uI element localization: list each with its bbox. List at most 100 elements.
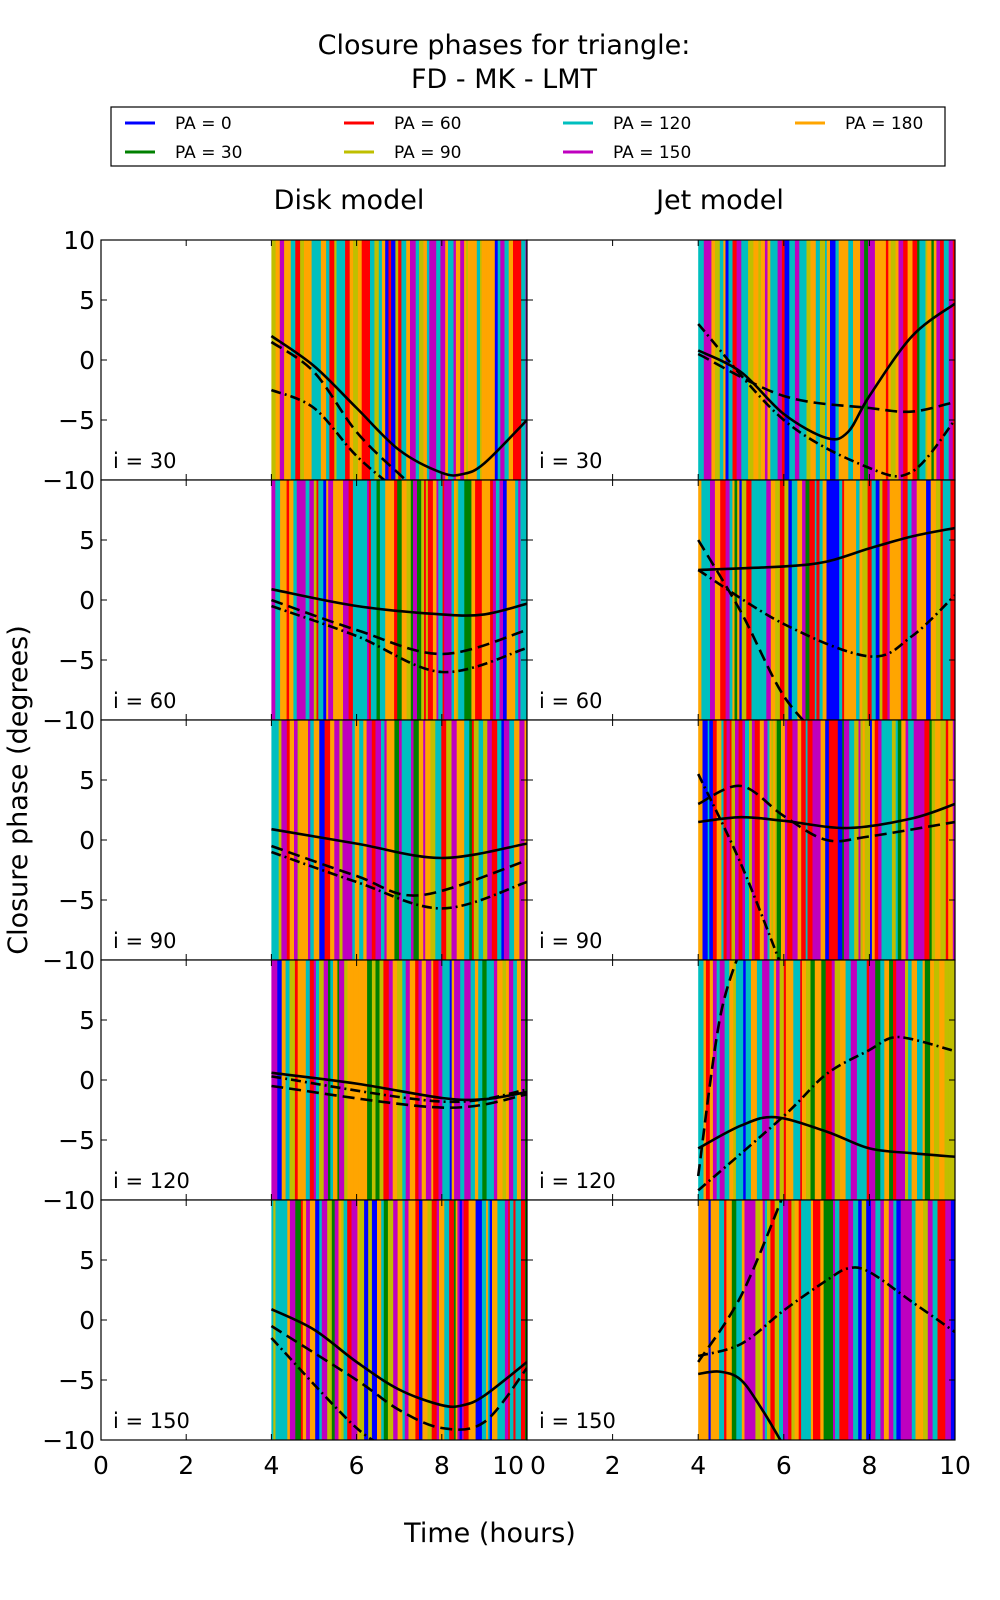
pa-trace-stripe [336,240,341,480]
pa-trace-stripe [731,1200,738,1440]
pa-trace-stripe [889,480,896,720]
pa-trace-stripe [381,720,386,960]
pa-trace-stripe [809,480,817,720]
pa-trace-stripe [309,960,312,1200]
pa-trace-stripe [401,240,408,480]
pa-trace-stripe [834,960,842,1200]
pa-trace-stripe [513,1200,516,1440]
panel-inclination-label: i = 120 [113,1169,190,1193]
pa-trace-stripe [468,240,473,480]
pa-trace-stripe [761,480,768,720]
pa-trace-stripe [755,1200,761,1440]
model-curve-dashdot [697,773,781,960]
pa-trace-stripe [931,720,936,960]
pa-trace-stripe [384,720,388,960]
pa-trace-stripe [919,480,923,720]
pa-trace-stripe [802,480,807,720]
pa-trace-stripe [491,720,499,960]
pa-trace-stripe [347,960,355,1200]
pa-trace-stripe [805,720,808,960]
x-tick-label: 10 [492,1451,524,1480]
pa-trace-stripe [306,1200,309,1440]
pa-trace-stripe [418,960,423,1200]
pa-trace-stripe [854,720,860,960]
pa-trace-stripe [745,720,750,960]
pa-trace-stripe [461,1200,465,1440]
pa-trace-stripe [845,960,853,1200]
pa-trace-stripe [281,720,289,960]
pa-trace-stripe [724,1200,728,1440]
pa-trace-stripe [698,240,702,480]
pa-trace-stripe [901,720,907,960]
pa-trace-stripe [410,480,414,720]
pa-trace-stripe [514,720,521,960]
pa-trace-stripe [473,1200,476,1440]
chart-subtitle: FD - MK - LMT [411,64,597,95]
pa-trace-stripe [392,960,399,1200]
pa-trace-stripe [767,240,771,480]
y-tick-label: −5 [58,406,95,435]
pa-trace-stripe [359,1200,366,1440]
pa-trace-stripe [436,1200,440,1440]
pa-trace-stripe [895,240,900,480]
pa-trace-stripe [425,960,433,1200]
pa-trace-stripe [426,240,430,480]
pa-trace-stripe [362,960,369,1200]
pa-trace-stripe [702,720,709,960]
pa-trace-stripe [902,480,909,720]
pa-trace-stripe [405,960,411,1200]
pa-trace-stripe [709,720,714,960]
pa-trace-stripe [427,1200,433,1440]
pa-trace-stripe [331,1200,336,1440]
pa-trace-stripe [899,960,907,1200]
model-curve-dashed [270,844,527,897]
pa-trace-stripe [418,720,425,960]
pa-trace-stripe [857,240,861,480]
column-title-disk: Disk model [274,185,425,216]
model-curve-dashdot [271,1075,527,1104]
pa-trace-stripe [784,240,791,480]
pa-trace-stripe [364,1200,370,1440]
pa-trace-stripe [841,240,845,480]
pa-trace-stripe [419,240,425,480]
pa-trace-stripe [508,240,514,480]
pa-trace-stripe [506,480,512,720]
y-tick-label: 0 [79,1066,95,1095]
pa-trace-stripe [508,960,515,1200]
y-tick-label: 5 [79,1246,95,1275]
pa-trace-stripe [828,1200,835,1440]
pa-trace-stripe [816,720,822,960]
pa-trace-stripe [495,960,498,1200]
pa-trace-stripe [882,480,889,720]
pa-trace-stripe [451,960,455,1200]
pa-trace-stripe [481,240,488,480]
pa-trace-stripe [399,720,403,960]
pa-trace-stripe [287,1200,291,1440]
pa-trace-stripe [449,1200,456,1440]
pa-trace-stripe [417,480,423,720]
pa-trace-stripe [716,960,721,1200]
model-curve-solid [698,802,955,830]
pa-trace-stripe [366,240,371,480]
pa-trace-stripe [769,720,772,960]
pa-trace-stripe [826,240,831,480]
pa-trace-stripe [940,480,944,720]
pa-trace-stripe [762,960,765,1200]
pa-trace-stripe [459,1200,463,1440]
pa-trace-stripe [497,240,501,480]
pa-trace-stripe [445,240,449,480]
pa-trace-stripe [756,480,760,720]
pa-trace-stripe [329,240,336,480]
pa-trace-stripe [940,720,948,960]
pa-trace-stripe [936,240,941,480]
pa-trace-stripe [388,240,392,480]
pa-trace-stripe [741,1200,746,1440]
pa-trace-stripe [504,1200,510,1440]
pa-trace-stripe [893,1200,898,1440]
pa-trace-stripe [444,480,448,720]
legend-label: PA = 30 [175,143,242,163]
pa-trace-stripe [929,720,933,960]
model-curve-solid [271,827,527,860]
pa-trace-stripe [479,480,483,720]
pa-trace-stripe [457,1200,461,1440]
